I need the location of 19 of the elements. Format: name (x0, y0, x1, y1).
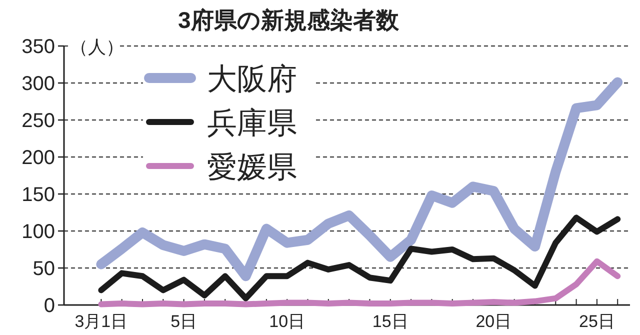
chart-title: 3府県の新規感染者数 (178, 7, 400, 33)
y-tick-label: 250 (22, 110, 55, 132)
x-tick-label: 25日 (578, 312, 615, 331)
y-tick-label: 150 (22, 184, 55, 206)
y-tick-label: 0 (44, 295, 55, 317)
y-tick-label: 100 (22, 221, 55, 243)
x-tick-label: 10日 (269, 312, 306, 331)
y-tick-label: 350 (22, 36, 55, 58)
legend-label: 兵庫県 (207, 107, 297, 140)
legend-label: 大阪府 (207, 63, 297, 96)
y-tick-label: 300 (22, 73, 55, 95)
x-tick-label: 20日 (476, 312, 512, 331)
legend-label: 愛媛県 (207, 151, 297, 184)
y-axis-title: （人） (70, 37, 124, 57)
x-tick-label: 3月1日 (74, 312, 128, 331)
y-tick-label: 50 (32, 258, 55, 280)
x-tick-label: 5日 (170, 312, 198, 331)
x-tick-label: 15日 (372, 312, 408, 331)
y-tick-label: 200 (22, 147, 55, 169)
